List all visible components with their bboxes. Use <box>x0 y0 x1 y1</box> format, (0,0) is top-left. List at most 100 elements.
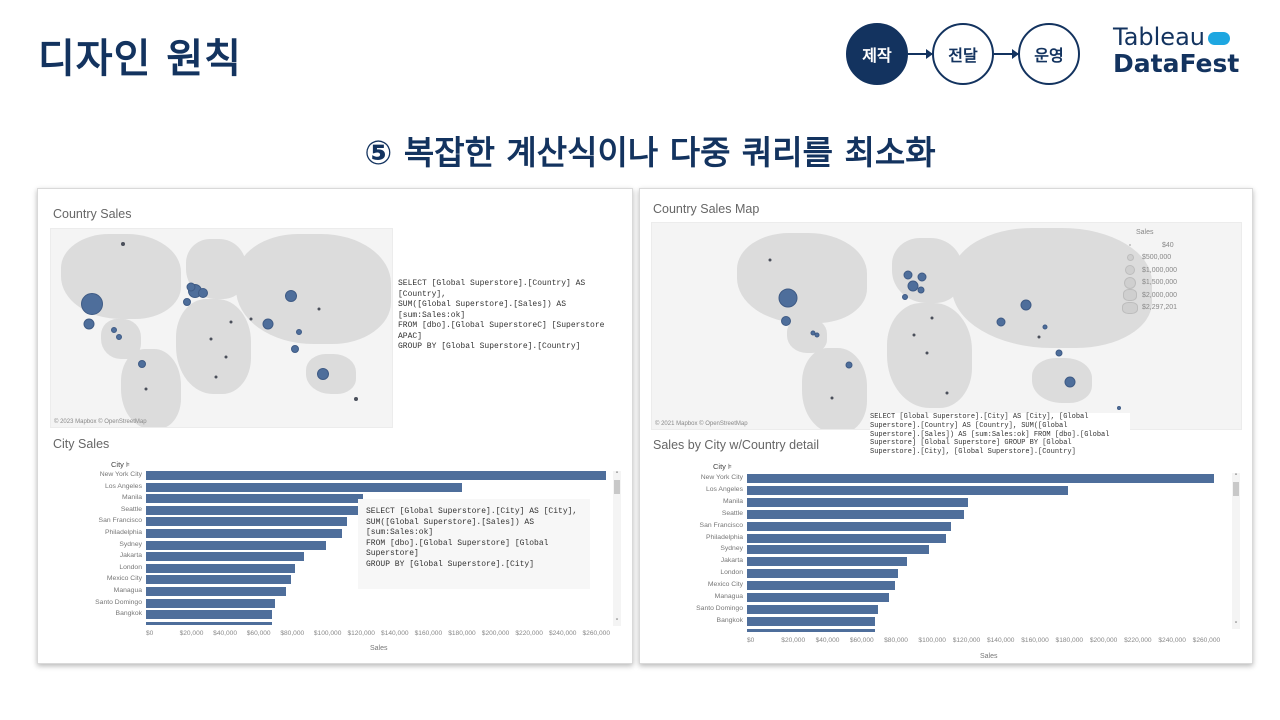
city-sales-bar-chart[interactable]: City ⊧ New York City Los Angeles Manila Sea… <box>38 457 628 657</box>
bar-label[interactable]: Santo Domingo <box>95 598 142 606</box>
bar[interactable] <box>747 485 1068 495</box>
map-point[interactable] <box>1117 406 1121 410</box>
map-point[interactable] <box>262 318 274 330</box>
map-point[interactable] <box>83 318 95 330</box>
bar[interactable] <box>747 616 875 626</box>
map-point[interactable] <box>996 317 1006 327</box>
bar[interactable] <box>146 587 287 596</box>
bar[interactable] <box>146 575 292 585</box>
scroll-thumb[interactable] <box>614 480 620 494</box>
map-point[interactable] <box>317 368 329 380</box>
map-point[interactable] <box>183 298 191 306</box>
scroll-down-icon[interactable]: ˅ <box>615 618 619 626</box>
bar-label[interactable]: Manila <box>121 494 142 502</box>
map-point[interactable] <box>768 258 772 262</box>
bar-label[interactable]: Los Angeles <box>104 482 142 490</box>
bar[interactable] <box>747 533 946 543</box>
bar[interactable] <box>747 593 890 602</box>
bar-label[interactable]: Seattle <box>721 509 743 517</box>
map-point[interactable] <box>830 396 834 400</box>
map-point[interactable] <box>945 391 949 395</box>
map-point[interactable] <box>317 307 321 311</box>
bar[interactable] <box>747 604 879 614</box>
map-point[interactable] <box>144 387 148 391</box>
bar-label[interactable]: Philadelphia <box>705 533 743 541</box>
bar-label[interactable]: Managua <box>113 587 142 594</box>
bar[interactable] <box>747 581 895 591</box>
bar[interactable] <box>146 505 360 515</box>
bar-label[interactable]: London <box>119 563 142 571</box>
map-point[interactable] <box>903 270 913 280</box>
bar[interactable] <box>747 628 875 632</box>
bar-label[interactable]: San Francisco <box>98 517 142 525</box>
bar-label[interactable]: San Francisco <box>699 521 743 529</box>
map-point[interactable] <box>814 332 820 338</box>
bar-label[interactable]: Bangkok <box>115 610 142 618</box>
map-point[interactable] <box>186 282 196 292</box>
bar[interactable] <box>146 529 342 538</box>
map-point[interactable] <box>138 360 146 368</box>
bar[interactable] <box>747 497 968 507</box>
bar[interactable] <box>747 545 930 555</box>
scroll-down-icon[interactable]: ˅ <box>1234 621 1238 629</box>
bar-label[interactable]: Manila <box>722 497 743 505</box>
country-sales-map-right[interactable]: © 2021 Mapbox © OpenStreetMap Sales $40 … <box>651 222 1242 430</box>
bar-label[interactable]: Jakarta <box>720 557 743 565</box>
map-point[interactable] <box>925 351 929 355</box>
map-point[interactable] <box>902 294 908 300</box>
bar[interactable] <box>146 610 272 620</box>
map-point[interactable] <box>229 320 233 324</box>
scroll-up-icon[interactable]: ˄ <box>1234 473 1238 481</box>
country-sales-map[interactable]: © 2023 Mapbox © OpenStreetMap <box>50 228 393 428</box>
bar[interactable] <box>146 552 305 562</box>
bar-label[interactable]: New York City <box>99 471 142 478</box>
vertical-scrollbar[interactable]: ˄ ˅ <box>613 471 621 626</box>
sales-by-city-bar-chart[interactable]: City ⊧ New York City Los Angeles Manila Sea… <box>640 459 1250 659</box>
bar-label[interactable]: Mexico City <box>106 575 142 583</box>
map-point[interactable] <box>1042 324 1048 330</box>
map-point[interactable] <box>930 316 934 320</box>
scroll-up-icon[interactable]: ˄ <box>615 471 619 479</box>
bar[interactable] <box>146 494 364 504</box>
map-point[interactable] <box>291 345 299 353</box>
bar[interactable] <box>146 471 606 480</box>
bar[interactable] <box>747 557 908 567</box>
bar-label[interactable]: Managua <box>714 593 743 600</box>
bar-label[interactable]: Bangkok <box>716 616 743 624</box>
map-point[interactable] <box>1055 349 1063 357</box>
column-header-city[interactable]: City ⊧ <box>713 462 732 471</box>
map-point[interactable] <box>121 242 125 246</box>
map-point[interactable] <box>912 333 916 337</box>
map-point[interactable] <box>296 329 302 335</box>
map-point[interactable] <box>917 272 927 282</box>
bar-label[interactable]: Sydney <box>720 545 743 553</box>
scroll-thumb[interactable] <box>1233 482 1239 496</box>
map-point[interactable] <box>198 288 208 298</box>
column-header-city[interactable]: City ⊧ <box>111 460 130 469</box>
map-point[interactable] <box>917 286 925 294</box>
map-point[interactable] <box>285 290 297 302</box>
vertical-scrollbar[interactable]: ˄ ˅ <box>1232 473 1240 629</box>
map-point[interactable] <box>81 293 103 315</box>
map-point[interactable] <box>116 334 122 340</box>
map-point[interactable] <box>224 355 228 359</box>
map-point[interactable] <box>111 327 117 333</box>
bar[interactable] <box>146 540 326 550</box>
bar-label[interactable]: Sydney <box>119 540 142 548</box>
map-point[interactable] <box>845 361 853 369</box>
bar-label[interactable]: New York City <box>700 474 743 481</box>
map-point[interactable] <box>1020 299 1032 311</box>
map-point[interactable] <box>1064 376 1076 388</box>
bar[interactable] <box>747 521 952 531</box>
bar-label[interactable]: Los Angeles <box>705 485 743 493</box>
bar-label[interactable]: Philadelphia <box>104 529 142 536</box>
bar[interactable] <box>747 569 899 579</box>
map-point[interactable] <box>781 316 791 326</box>
bar-label[interactable]: Santo Domingo <box>696 604 743 612</box>
bar[interactable] <box>146 621 272 625</box>
bar-label[interactable]: London <box>720 569 743 577</box>
bar[interactable] <box>747 474 1214 483</box>
bar[interactable] <box>146 598 276 608</box>
bar[interactable] <box>146 517 348 527</box>
bar-label[interactable]: Jakarta <box>119 552 142 560</box>
